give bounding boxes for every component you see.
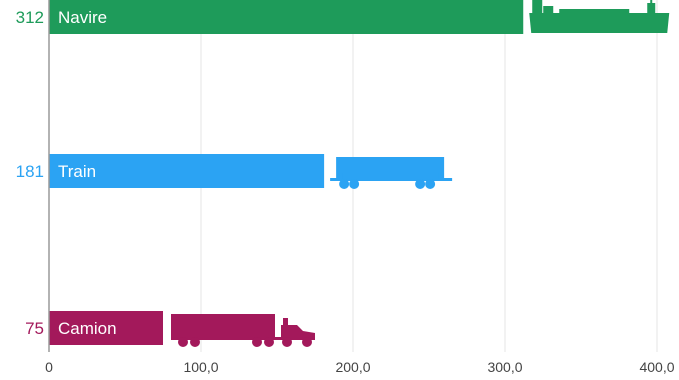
category-label: Navire: [58, 8, 107, 27]
train-car-icon: [330, 157, 453, 189]
x-tick-label: 0: [45, 359, 53, 375]
icons-layer: [171, 0, 670, 347]
category-label: Train: [58, 162, 96, 181]
bar: [49, 311, 163, 345]
bar: [49, 154, 325, 188]
x-tick-label: 400,0: [639, 359, 674, 375]
truck-icon: [171, 314, 315, 347]
ship-icon: [529, 0, 670, 33]
value-label: 312: [16, 8, 44, 27]
bars-layer: [49, 0, 524, 345]
value-label: 181: [16, 162, 44, 181]
x-tick-label: 100,0: [183, 359, 218, 375]
bar: [49, 0, 524, 34]
value-label: 75: [25, 319, 44, 338]
x-axis-ticks: 0 100,0 200,0 300,0 400,0: [45, 359, 675, 375]
x-tick-label: 200,0: [335, 359, 370, 375]
x-tick-label: 300,0: [487, 359, 522, 375]
labels-layer: 312 Navire 181 Train 75 Camion: [16, 8, 117, 338]
category-label: Camion: [58, 319, 117, 338]
